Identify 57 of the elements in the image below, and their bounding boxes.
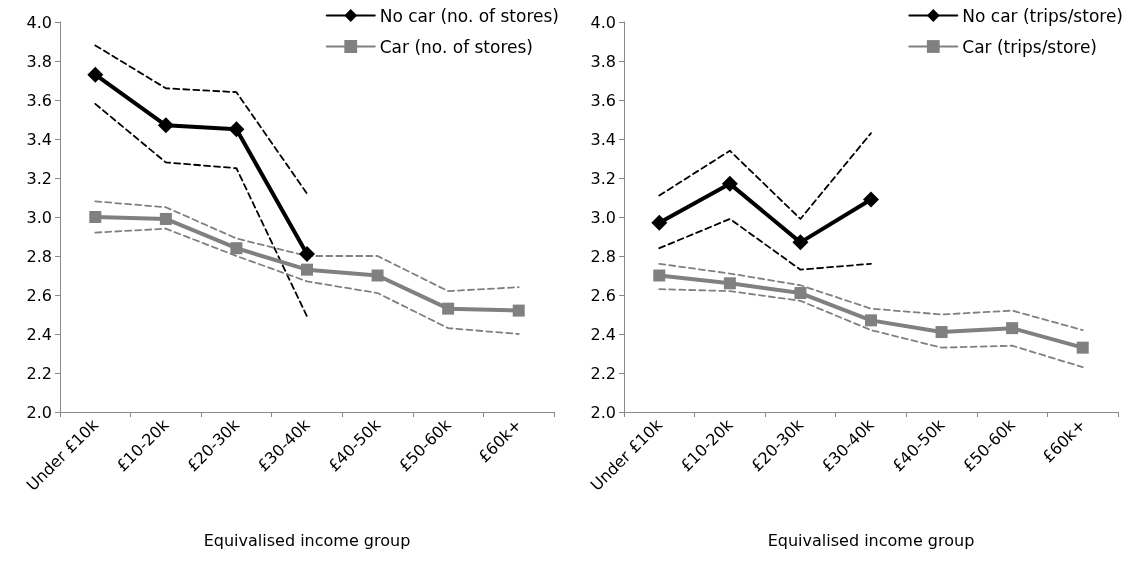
- x-axis-title: Equivalised income group: [203, 530, 411, 550]
- y-tick-label: 2.8: [26, 246, 52, 266]
- point: [371, 269, 384, 282]
- legend-label: Car (trips/store): [962, 36, 1098, 57]
- y-tick-label: 3.6: [26, 90, 52, 110]
- y-tick-label: 3.2: [26, 168, 52, 188]
- y-tick-label: 3.2: [590, 168, 616, 188]
- point: [653, 269, 666, 282]
- point: [792, 234, 809, 251]
- line-series: [658, 218, 872, 271]
- y-tick-label: 4.0: [590, 12, 616, 32]
- point: [863, 191, 879, 208]
- legend-label: No car (no. of stores): [379, 5, 560, 26]
- point: [512, 304, 525, 317]
- y-tick-label: 2.8: [590, 246, 616, 266]
- y-tick-label: 3.8: [590, 51, 616, 71]
- y-tick-label: 3.0: [590, 207, 616, 227]
- legend-label: No car (trips/store): [962, 5, 1124, 26]
- point: [301, 263, 313, 276]
- y-tick-label: 4.0: [26, 12, 52, 32]
- point: [651, 214, 668, 231]
- y-tick-label: 3.8: [26, 51, 52, 71]
- point: [935, 326, 948, 339]
- point: [442, 302, 455, 315]
- point: [228, 121, 245, 138]
- y-tick-label: 2.0: [26, 402, 52, 422]
- point: [299, 246, 315, 263]
- point: [1076, 341, 1089, 354]
- point: [87, 66, 104, 83]
- line-series: [94, 44, 308, 195]
- point: [159, 212, 172, 225]
- point: [157, 117, 174, 134]
- point: [723, 277, 736, 290]
- y-tick-label: 3.4: [590, 129, 616, 149]
- point: [230, 242, 243, 255]
- y-tick-label: 2.0: [590, 402, 616, 422]
- y-tick-label: 2.4: [590, 324, 616, 344]
- line-series: [94, 227, 520, 335]
- x-axis-title: Equivalised income group: [767, 530, 975, 550]
- line-series: [94, 200, 520, 292]
- y-tick-label: 2.2: [590, 363, 616, 383]
- point: [794, 287, 807, 300]
- line-series: [658, 262, 1084, 331]
- y-tick-label: 3.4: [26, 129, 52, 149]
- legend-label: Car (no. of stores): [379, 36, 534, 57]
- y-tick-label: 3.6: [590, 90, 616, 110]
- y-tick-label: 2.2: [26, 363, 52, 383]
- y-tick-label: 2.4: [26, 324, 52, 344]
- y-tick-label: 2.6: [26, 285, 52, 305]
- y-tick-label: 2.6: [590, 285, 616, 305]
- line-series: [658, 132, 872, 220]
- point: [865, 314, 877, 327]
- point: [89, 211, 102, 223]
- line-series: [94, 103, 308, 318]
- point: [721, 175, 738, 192]
- point: [1006, 322, 1019, 335]
- y-tick-label: 3.0: [26, 207, 52, 227]
